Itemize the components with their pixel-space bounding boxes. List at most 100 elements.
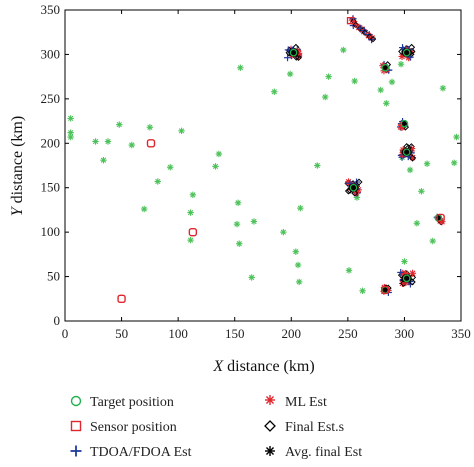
legend-label: Target position	[90, 395, 174, 410]
y-tick-label: 250	[41, 91, 61, 106]
green-star-point	[314, 162, 321, 169]
green-star-point	[351, 77, 358, 85]
y-axis-label: Y distance (km)	[9, 116, 26, 216]
estimate-cluster	[346, 15, 377, 44]
legend: Target position Sensor position TDOA/FDOA …	[70, 395, 362, 460]
green-star-point	[406, 166, 414, 174]
legend-label: TDOA/FDOA Est	[90, 445, 192, 460]
sensor-position	[117, 294, 126, 303]
green-star-point	[236, 240, 243, 247]
legend-item: TDOA/FDOA Est	[70, 445, 192, 460]
green-star-point	[212, 163, 219, 170]
green-star-point	[322, 93, 329, 101]
x-tick-label: 350	[451, 326, 471, 341]
green-star-point	[128, 141, 135, 149]
green-star-point	[397, 61, 405, 68]
green-star-point	[297, 204, 304, 212]
green-star-point	[141, 205, 148, 213]
sensor-position	[380, 285, 390, 295]
target-position	[349, 183, 358, 192]
green-star-point	[340, 46, 347, 54]
green-star-point	[345, 267, 353, 274]
green-star-point	[104, 138, 112, 145]
estimate-cluster	[344, 178, 363, 197]
green-star-point	[146, 124, 154, 131]
green-star-point	[453, 133, 460, 141]
green-star-point	[250, 218, 258, 225]
legend-label: Final Est.s	[285, 420, 344, 435]
green-star-point	[377, 86, 384, 94]
legend-star-icon	[265, 395, 275, 405]
green-star-point	[292, 248, 300, 255]
green-star-point	[116, 121, 123, 128]
y-tick-label: 100	[41, 224, 61, 239]
legend-label: ML Est	[285, 395, 327, 410]
green-star-point	[359, 287, 366, 294]
y-tick-label: 150	[41, 180, 61, 195]
estimate-cluster	[379, 60, 393, 75]
tdoa-estimate	[399, 44, 407, 52]
final-estimate	[294, 54, 302, 62]
green-star-point	[296, 278, 303, 286]
data-marks	[67, 15, 460, 303]
x-tick-label: 100	[168, 326, 188, 341]
green-star-point	[280, 228, 287, 236]
sensor-position	[146, 139, 156, 148]
avg-final-estimate	[403, 274, 411, 282]
green-star-point	[439, 84, 447, 92]
final-estimate	[355, 178, 363, 186]
axis-ticks: 0 50 100 150 200 250 300 350 0 50 100 150 200 250 300 3…	[41, 2, 471, 341]
green-star-point	[92, 138, 99, 145]
tdoa-estimate	[397, 268, 405, 276]
x-tick-label: 150	[225, 326, 245, 341]
legend-diamond-icon	[264, 420, 276, 432]
green-star-point	[294, 261, 302, 269]
y-tick-label: 300	[41, 46, 61, 61]
avg-final-estimate	[381, 286, 389, 294]
x-tick-label: 300	[395, 326, 415, 341]
target-position	[400, 119, 409, 128]
sensor-marker	[346, 17, 355, 25]
legend-square-icon	[70, 420, 82, 432]
sensor-position	[188, 227, 198, 237]
green-star-point	[215, 150, 223, 158]
x-axis-label: X distance (km)	[212, 358, 314, 375]
avg-final-estimate	[403, 49, 411, 57]
sensor-position	[436, 213, 445, 223]
green-star-point	[401, 258, 408, 265]
legend-item: Target position	[70, 395, 174, 410]
green-star-point	[154, 178, 161, 185]
green-star-point	[423, 160, 431, 167]
final-estimate	[369, 35, 377, 43]
green-star-point	[167, 164, 174, 171]
legend-label: Avg. final Est	[285, 445, 362, 460]
x-tick-label: 0	[62, 326, 69, 341]
green-star-point	[271, 88, 278, 95]
green-star-point	[234, 199, 242, 207]
target-position	[289, 48, 298, 57]
avg-final-estimate	[400, 120, 408, 128]
legend-plus-icon	[70, 445, 82, 457]
green-star-point	[237, 64, 244, 71]
green-star-point	[286, 70, 294, 78]
green-star-point	[100, 156, 107, 164]
legend-item: ML Est	[265, 395, 327, 410]
green-star-point	[388, 78, 396, 86]
green-star-point	[353, 194, 361, 201]
estimate-cluster	[397, 143, 417, 162]
x-tick-label: 200	[282, 326, 302, 341]
x-tick-label: 250	[338, 326, 358, 341]
target-position	[402, 48, 411, 57]
plot-area	[64, 9, 462, 322]
green-star-point	[233, 220, 241, 228]
legend-item: Final Est.s	[264, 420, 344, 435]
legend-circle-icon	[70, 395, 82, 407]
green-star-point	[187, 236, 194, 244]
legend-asterisk-icon	[265, 446, 275, 456]
x-tick-label: 50	[115, 326, 128, 341]
avg-final-estimate	[434, 214, 442, 222]
green-star-point	[325, 73, 332, 80]
estimate-cluster	[396, 118, 410, 131]
green-star-point	[187, 209, 194, 216]
